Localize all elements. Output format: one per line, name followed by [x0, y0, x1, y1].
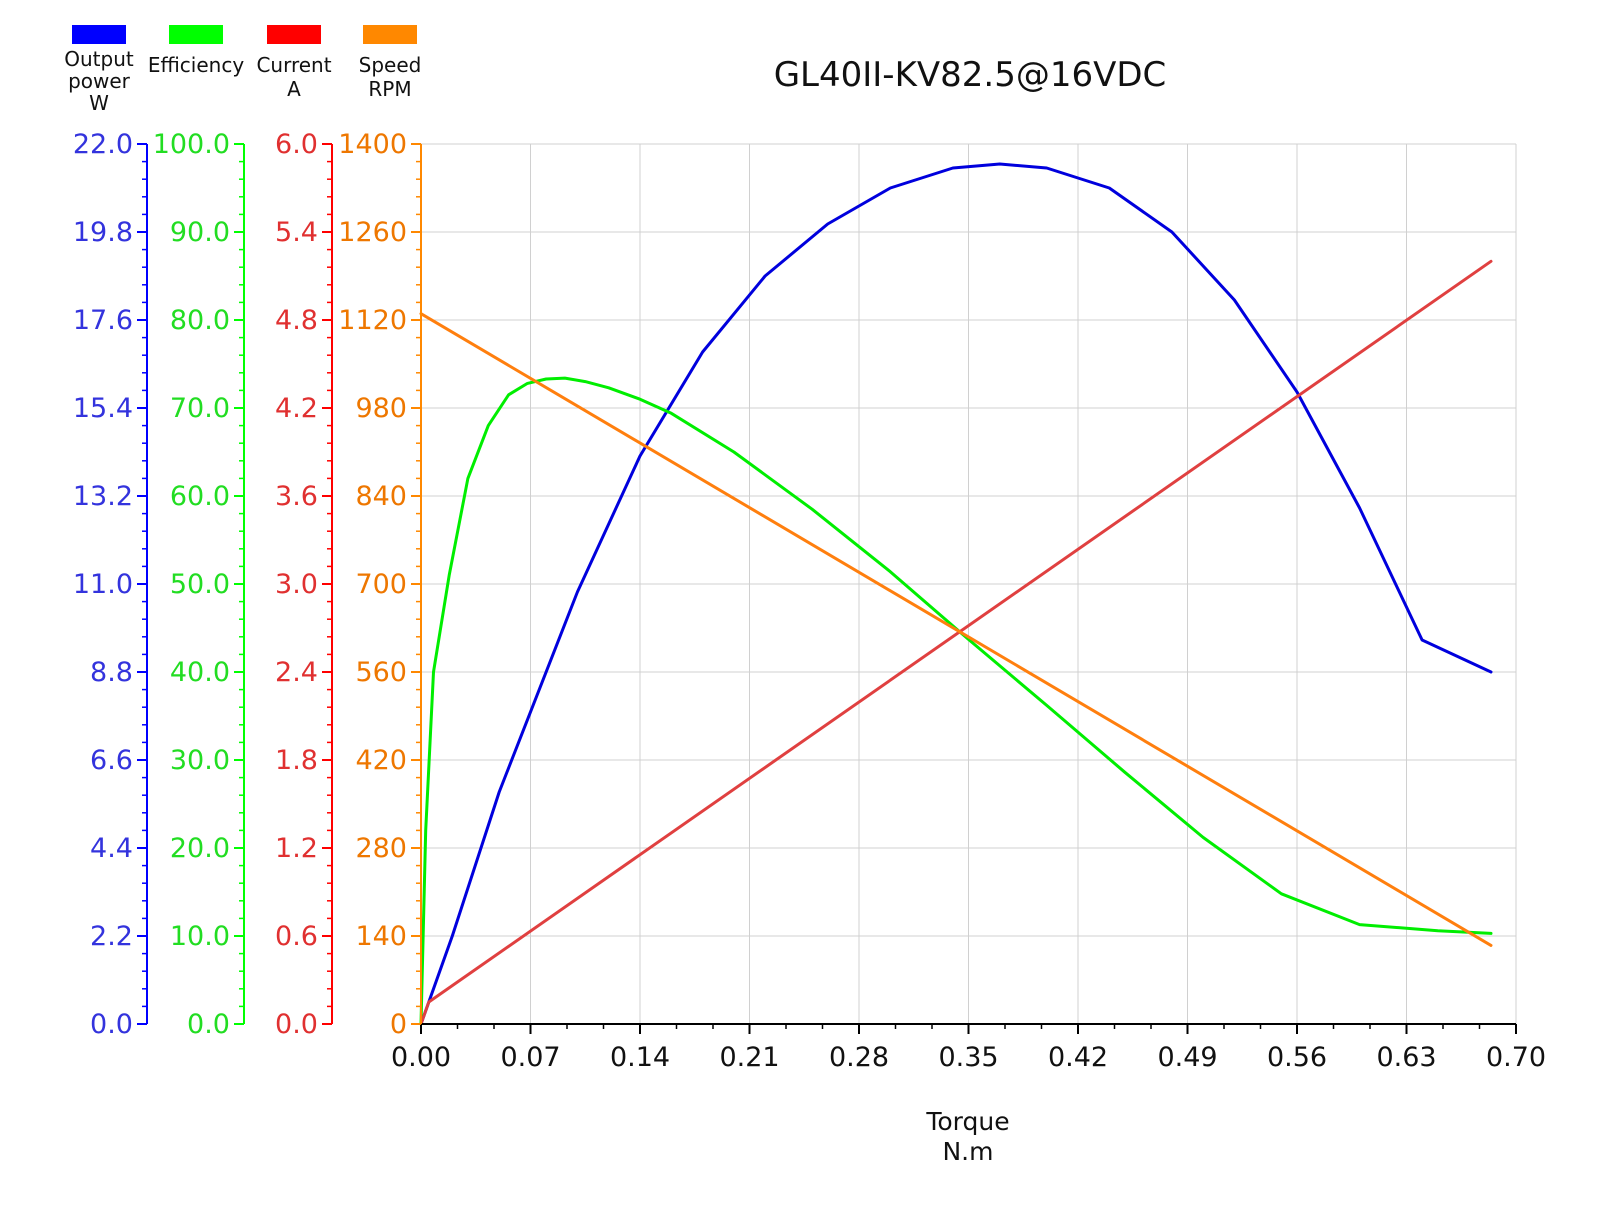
y-tick-label-efficiency: 90.0	[170, 217, 230, 248]
legend-label-speed: Speed	[359, 53, 422, 77]
legend-label-efficiency: Efficiency	[148, 53, 245, 77]
series-line-efficiency	[419, 376, 1493, 1026]
y-tick-label-efficiency: 70.0	[170, 393, 230, 424]
y-tick-label-power: 0.0	[90, 1009, 133, 1040]
y-tick-label-speed: 980	[355, 393, 407, 424]
y-tick-label-speed: 700	[355, 569, 407, 600]
x-tick-label: 0.14	[610, 1042, 670, 1073]
series-line-current	[419, 259, 1493, 1026]
x-axis-label-line-1: Torque	[925, 1107, 1009, 1136]
y-tick-label-current: 2.4	[275, 657, 318, 688]
y-tick-label-speed: 0	[390, 1009, 407, 1040]
y-tick-label-current: 4.8	[275, 305, 318, 336]
y-tick-label-speed: 1400	[338, 129, 407, 160]
x-axis-label: Torque N.m	[925, 1107, 1009, 1166]
y-tick-label-speed: 840	[355, 481, 407, 512]
x-tick-label: 0.35	[938, 1042, 998, 1073]
y-tick-label-efficiency: 20.0	[170, 833, 230, 864]
y-tick-label-current: 0.0	[275, 1009, 318, 1040]
y-tick-label-power: 11.0	[73, 569, 133, 600]
series-line-power	[419, 162, 1493, 1026]
x-tick-label: 0.56	[1267, 1042, 1327, 1073]
y-axis-current: 0.0 0.6 1.2 1.8 2.4 3.0 3.6 4.2 4.8 5.4 6.0	[275, 129, 333, 1040]
y-tick-label-efficiency: 100.0	[153, 129, 230, 160]
y-tick-label-efficiency: 40.0	[170, 657, 230, 688]
y-tick-label-current: 1.8	[275, 745, 318, 776]
y-tick-label-current: 6.0	[275, 129, 318, 160]
legend-item-efficiency: Efficiency	[148, 25, 245, 77]
x-tick-label: 0.07	[500, 1042, 560, 1073]
legend-label-speed: RPM	[368, 77, 411, 101]
y-tick-label-power: 15.4	[73, 393, 133, 424]
y-tick-label-power: 8.8	[90, 657, 133, 688]
grid-lines	[421, 143, 1517, 1024]
y-tick-label-power: 4.4	[90, 833, 133, 864]
y-tick-label-efficiency: 60.0	[170, 481, 230, 512]
y-axis-efficiency: 0.0 10.0 20.0 30.0 40.0 50.0 60.0 70.0 80.0 90.0 1…	[153, 129, 245, 1040]
x-tick-label: 0.49	[1157, 1042, 1217, 1073]
y-tick-label-power: 22.0	[73, 129, 133, 160]
y-tick-label-power: 17.6	[73, 305, 133, 336]
y-tick-label-power: 6.6	[90, 745, 133, 776]
legend-swatch-power	[72, 25, 126, 44]
y-tick-label-efficiency: 50.0	[170, 569, 230, 600]
y-tick-label-current: 3.6	[275, 481, 318, 512]
x-axis-label-line-2: N.m	[942, 1137, 993, 1166]
x-tick-label: 0.42	[1048, 1042, 1108, 1073]
legend-swatch-efficiency	[169, 25, 223, 44]
y-tick-label-speed: 420	[355, 745, 407, 776]
legend-label-power: power	[68, 69, 131, 93]
legend-swatch-current	[267, 25, 321, 44]
legend-label-current: Current	[256, 53, 331, 77]
legend-label-current: A	[287, 77, 301, 101]
y-tick-label-current: 4.2	[275, 393, 318, 424]
y-tick-label-current: 1.2	[275, 833, 318, 864]
y-tick-label-speed: 560	[355, 657, 407, 688]
y-tick-label-efficiency: 30.0	[170, 745, 230, 776]
y-tick-label-current: 5.4	[275, 217, 318, 248]
x-tick-label: 0.00	[391, 1042, 451, 1073]
axes: 0.00 0.07 0.14 0.21 0.28 0.35 0.42 0.49 0.56 0.63…	[73, 129, 1546, 1073]
y-tick-label-current: 0.6	[275, 921, 318, 952]
y-axis-power: 0.0 2.2 4.4 6.6 8.8 11.0 13.2 15.4 17.6 19.8 22.0	[73, 129, 148, 1040]
x-tick-label: 0.21	[719, 1042, 779, 1073]
y-tick-label-efficiency: 10.0	[170, 921, 230, 952]
legend-label-power: W	[89, 91, 109, 115]
y-axis-speed: 0 140 280 420 560 700 840 980 1120 1260 1400	[338, 129, 422, 1040]
y-tick-label-current: 3.0	[275, 569, 318, 600]
x-tick-label: 0.70	[1486, 1042, 1546, 1073]
y-tick-label-efficiency: 80.0	[170, 305, 230, 336]
series-line-speed	[419, 312, 1493, 947]
chart-title: GL40II-KV82.5@16VDC	[774, 55, 1167, 95]
legend-swatch-speed	[363, 25, 417, 44]
y-tick-label-power: 2.2	[90, 921, 133, 952]
x-tick-label: 0.28	[829, 1042, 889, 1073]
x-tick-label: 0.63	[1376, 1042, 1436, 1073]
y-tick-label-power: 13.2	[73, 481, 133, 512]
y-tick-label-power: 19.8	[73, 217, 133, 248]
y-tick-label-efficiency: 0.0	[187, 1009, 230, 1040]
y-tick-label-speed: 140	[355, 921, 407, 952]
y-tick-label-speed: 1120	[338, 305, 407, 336]
series-lines	[419, 162, 1493, 1026]
y-tick-label-speed: 1260	[338, 217, 407, 248]
legend-label-power: Output	[64, 47, 134, 71]
y-tick-label-speed: 280	[355, 833, 407, 864]
